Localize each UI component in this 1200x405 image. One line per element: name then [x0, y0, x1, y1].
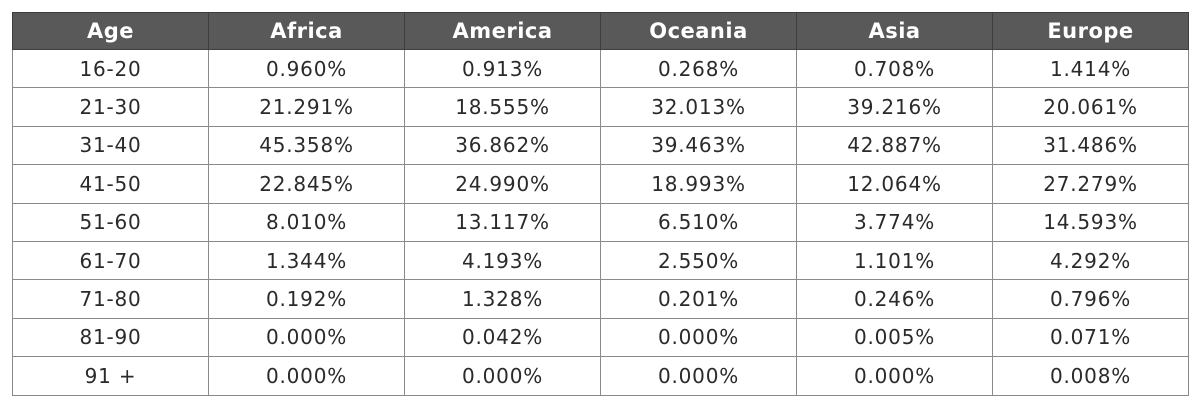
header-cell-africa: Africa: [208, 12, 405, 50]
table-cell-africa: 1.344%: [208, 240, 405, 281]
table-cell-africa: 22.845%: [208, 164, 405, 204]
table-cell-africa: 0.000%: [208, 317, 405, 358]
table-cell-america: 0.042%: [404, 317, 601, 358]
table-cell-age: 16-20: [12, 48, 209, 89]
table-row: 31-40 45.358% 36.862% 39.463% 42.887% 31.486%: [12, 125, 1189, 166]
header-cell-oceania: Oceania: [600, 12, 797, 50]
table-cell-europe: 27.279%: [992, 164, 1189, 204]
table-cell-america: 4.193%: [404, 240, 601, 281]
table-cell-age: 61-70: [12, 240, 209, 281]
table-cell-africa: 0.000%: [208, 356, 405, 396]
table-cell-europe: 0.796%: [992, 279, 1189, 319]
header-cell-asia: Asia: [796, 12, 993, 50]
table-cell-asia: 3.774%: [796, 202, 993, 242]
table-cell-asia: 0.246%: [796, 279, 993, 319]
header-cell-america: America: [404, 12, 601, 50]
table-cell-oceania: 0.201%: [600, 279, 797, 319]
table-cell-age: 81-90: [12, 317, 209, 358]
table-cell-age: 41-50: [12, 164, 209, 204]
table-cell-africa: 0.960%: [208, 48, 405, 89]
table-cell-america: 36.862%: [404, 125, 601, 166]
table-cell-oceania: 18.993%: [600, 164, 797, 204]
table-row: 71-80 0.192% 1.328% 0.201% 0.246% 0.796%: [12, 279, 1189, 319]
table-cell-europe: 14.593%: [992, 202, 1189, 242]
table-cell-america: 0.913%: [404, 48, 601, 89]
table-cell-africa: 0.192%: [208, 279, 405, 319]
table-cell-age: 71-80: [12, 279, 209, 319]
table-cell-oceania: 0.000%: [600, 317, 797, 358]
table-cell-america: 18.555%: [404, 87, 601, 127]
table-cell-europe: 31.486%: [992, 125, 1189, 166]
table-cell-africa: 21.291%: [208, 87, 405, 127]
table-cell-asia: 0.708%: [796, 48, 993, 89]
table-cell-oceania: 0.268%: [600, 48, 797, 89]
table-cell-asia: 0.005%: [796, 317, 993, 358]
table-cell-america: 1.328%: [404, 279, 601, 319]
table-cell-age: 21-30: [12, 87, 209, 127]
table-row: 51-60 8.010% 13.117% 6.510% 3.774% 14.593%: [12, 202, 1189, 242]
table-cell-oceania: 39.463%: [600, 125, 797, 166]
table-cell-africa: 45.358%: [208, 125, 405, 166]
age-distribution-table: Age Africa America Oceania Asia Europe 1…: [12, 12, 1189, 396]
table-cell-america: 24.990%: [404, 164, 601, 204]
table-cell-europe: 0.008%: [992, 356, 1189, 396]
table-cell-america: 0.000%: [404, 356, 601, 396]
table-cell-asia: 39.216%: [796, 87, 993, 127]
table-container: Age Africa America Oceania Asia Europe 1…: [12, 12, 1189, 396]
table-row: 41-50 22.845% 24.990% 18.993% 12.064% 27.279%: [12, 164, 1189, 204]
table-body: 16-20 0.960% 0.913% 0.268% 0.708% 1.414% 21-30…: [12, 48, 1189, 396]
table-cell-oceania: 6.510%: [600, 202, 797, 242]
table-cell-europe: 1.414%: [992, 48, 1189, 89]
header-row: Age Africa America Oceania Asia Europe: [12, 12, 1189, 50]
table-row: 81-90 0.000% 0.042% 0.000% 0.005% 0.071%: [12, 317, 1189, 358]
table-cell-asia: 0.000%: [796, 356, 993, 396]
table-cell-europe: 20.061%: [992, 87, 1189, 127]
table-cell-oceania: 0.000%: [600, 356, 797, 396]
table-row: 16-20 0.960% 0.913% 0.268% 0.708% 1.414%: [12, 48, 1189, 89]
table-row: 91 +0.000% 0.000% 0.000% 0.000% 0.008%: [12, 356, 1189, 396]
table-cell-asia: 1.101%: [796, 240, 993, 281]
header-cell-age: Age: [12, 12, 209, 50]
table-cell-asia: 12.064%: [796, 164, 993, 204]
table-cell-age: 51-60: [12, 202, 209, 242]
table-cell-oceania: 32.013%: [600, 87, 797, 127]
table-header: Age Africa America Oceania Asia Europe: [12, 12, 1189, 50]
table-cell-age: 91 +: [12, 356, 209, 396]
table-row: 21-30 21.291% 18.555% 32.013% 39.216% 20.061%: [12, 87, 1189, 127]
table-cell-oceania: 2.550%: [600, 240, 797, 281]
table-cell-africa: 8.010%: [208, 202, 405, 242]
table-cell-europe: 4.292%: [992, 240, 1189, 281]
table-cell-europe: 0.071%: [992, 317, 1189, 358]
header-cell-europe: Europe: [992, 12, 1189, 50]
table-row: 61-70 1.344% 4.193% 2.550% 1.101% 4.292%: [12, 240, 1189, 281]
table-cell-america: 13.117%: [404, 202, 601, 242]
table-cell-age: 31-40: [12, 125, 209, 166]
table-cell-asia: 42.887%: [796, 125, 993, 166]
